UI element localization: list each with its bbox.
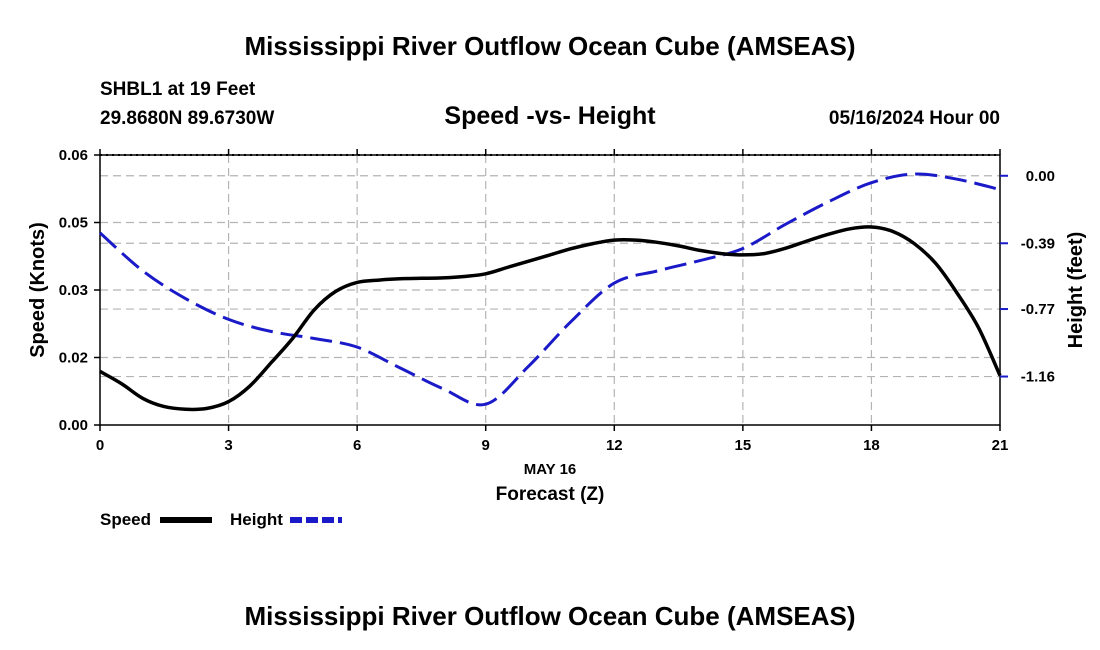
- legend-speed-label: Speed: [100, 510, 151, 529]
- y-tick-label: 0.03: [59, 282, 88, 299]
- y-tick-label: 0.02: [59, 350, 88, 367]
- x-axis-date-label: MAY 16: [524, 461, 577, 478]
- y2-axis-label: Height (feet): [1065, 232, 1087, 349]
- grid-lines: [100, 155, 1000, 425]
- y-tick-label: 0.06: [59, 147, 88, 164]
- y-axis-label: Speed (Knots): [27, 222, 49, 358]
- x-tick-label: 21: [992, 437, 1009, 454]
- y-tick-label: 0.00: [59, 417, 88, 434]
- x-tick-label: 9: [482, 437, 490, 454]
- legend: Speed Height: [100, 510, 342, 529]
- x-axis-ticks: 0 3 6 9 12 15 18 21: [96, 149, 1009, 454]
- x-axis-label: Forecast (Z): [496, 484, 605, 505]
- chart-subtitle: Speed -vs- Height: [444, 102, 656, 130]
- y2-tick-label: -1.16: [1021, 369, 1055, 386]
- y2-tick-label: 0.00: [1026, 168, 1055, 185]
- y-tick-label: 0.05: [59, 215, 88, 232]
- datetime-label: 05/16/2024 Hour 00: [829, 108, 1000, 129]
- y2-tick-label: -0.77: [1021, 301, 1055, 318]
- series-line-height: [99, 172, 1001, 407]
- legend-height-label: Height: [230, 510, 283, 529]
- x-tick-label: 0: [96, 437, 104, 454]
- x-tick-label: 18: [863, 437, 880, 454]
- series-line-speed: [99, 225, 1002, 412]
- x-tick-label: 12: [606, 437, 623, 454]
- y2-tick-label: -0.39: [1021, 235, 1055, 252]
- chart-main-title: Mississippi River Outflow Ocean Cube (AM…: [244, 31, 855, 61]
- footer-title: Mississippi River Outflow Ocean Cube (AM…: [244, 601, 855, 631]
- y-axis-ticks: 0.00 0.02 0.03 0.05 0.06: [59, 147, 100, 434]
- x-tick-label: 3: [224, 437, 232, 454]
- x-tick-label: 15: [735, 437, 752, 454]
- location-label: 29.8680N 89.6730W: [100, 108, 274, 129]
- station-label: SHBL1 at 19 Feet: [100, 79, 256, 100]
- x-tick-label: 6: [353, 437, 361, 454]
- y2-axis-ticks: 0.00 -0.39 -0.77 -1.16: [1000, 168, 1055, 386]
